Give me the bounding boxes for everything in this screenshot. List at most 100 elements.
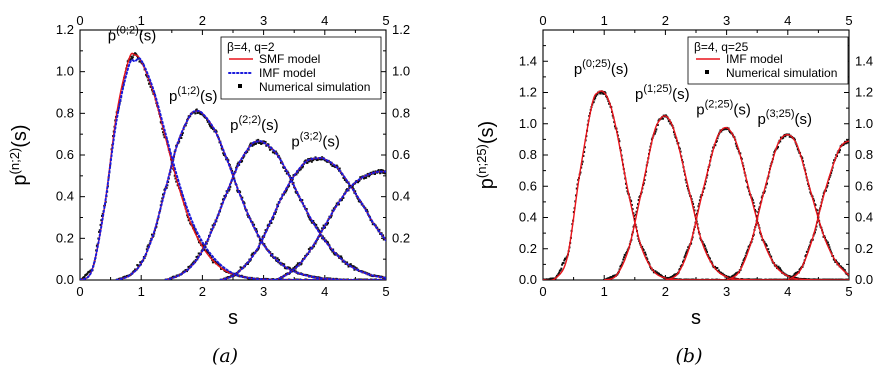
- sim-point: [331, 250, 334, 253]
- sim-point: [281, 263, 284, 266]
- sim-point: [745, 252, 748, 255]
- sim-point: [654, 130, 657, 133]
- sim-point: [742, 259, 745, 262]
- sim-point: [704, 247, 707, 250]
- sim-point: [692, 203, 695, 206]
- sim-point: [305, 208, 308, 211]
- sim-point: [838, 149, 841, 152]
- sim-point: [308, 217, 311, 220]
- sim-point: [357, 181, 360, 184]
- legend-entry-label: IMF model: [726, 52, 783, 66]
- sim-point: [220, 147, 223, 150]
- sim-point: [746, 250, 749, 253]
- sim-point: [734, 142, 737, 145]
- y-tick-label-left: 1.2: [519, 85, 537, 100]
- sim-point: [763, 190, 766, 193]
- panel-label: (b): [676, 345, 703, 367]
- sim-point: [352, 265, 355, 268]
- model-curve-n=2: [665, 126, 849, 280]
- sim-point: [593, 98, 596, 101]
- sim-point: [98, 230, 101, 233]
- y-tick-label-left: 1.0: [519, 116, 537, 131]
- sim-point: [697, 205, 700, 208]
- sim-point: [780, 270, 783, 273]
- sim-point: [788, 135, 791, 138]
- sim-point: [381, 171, 384, 174]
- sim-point: [382, 238, 385, 241]
- sim-point: [330, 214, 333, 217]
- y-tick-label-right: 0.6: [855, 178, 873, 193]
- sim-point: [765, 244, 768, 247]
- sim-point: [296, 171, 299, 174]
- sim-point: [840, 265, 843, 268]
- sim-point: [236, 189, 239, 192]
- sim-point: [355, 267, 358, 270]
- y-tick-label-right: 1.0: [855, 116, 873, 131]
- sim-point: [241, 160, 244, 163]
- panel-label: (a): [212, 345, 238, 367]
- sim-point: [565, 256, 568, 259]
- sim-point: [307, 160, 310, 163]
- imf-curve-n=1: [115, 109, 386, 280]
- sim-point: [289, 267, 292, 270]
- x-tick-label-top: 0: [539, 13, 546, 28]
- sim-point: [824, 189, 827, 192]
- sim-point: [686, 184, 689, 187]
- sim-point: [180, 136, 183, 139]
- sim-point: [801, 157, 804, 160]
- sim-point: [775, 264, 778, 267]
- sim-point: [837, 262, 840, 265]
- sim-point: [779, 140, 782, 143]
- sim-point: [251, 252, 254, 255]
- y-axis-title-group: p(n;25)(s): [474, 121, 498, 189]
- sim-point: [178, 140, 181, 143]
- sim-point: [296, 264, 299, 267]
- sim-point: [363, 176, 366, 179]
- sim-point: [778, 267, 781, 270]
- sim-point: [334, 253, 337, 256]
- legend-swatch-marker: [705, 70, 709, 74]
- sim-point: [255, 228, 258, 231]
- sim-point: [843, 142, 846, 145]
- sim-point: [776, 147, 779, 150]
- y-tick-label-right: 1.2: [392, 22, 410, 37]
- sim-point: [276, 257, 279, 260]
- sim-point: [274, 150, 277, 153]
- sim-point: [743, 256, 746, 259]
- sim-point: [630, 200, 633, 203]
- sim-point: [379, 172, 382, 175]
- sim-point: [316, 227, 319, 230]
- sim-point: [181, 133, 184, 136]
- imf-curve-n=4: [274, 170, 386, 280]
- sim-point: [307, 248, 310, 251]
- sim-point: [684, 254, 687, 257]
- sim-point: [316, 158, 319, 161]
- sim-point: [338, 167, 341, 170]
- sim-point: [257, 138, 260, 141]
- sim-point: [624, 254, 627, 257]
- sim-point: [767, 251, 770, 254]
- x-tick-label: 5: [382, 284, 389, 299]
- sim-point: [641, 245, 644, 248]
- sim-point: [582, 154, 585, 157]
- sim-point: [301, 199, 304, 202]
- sim-point: [99, 223, 102, 226]
- sim-point: [231, 169, 234, 172]
- sim-point: [302, 165, 305, 168]
- sim-point: [121, 85, 124, 88]
- sim-point: [295, 173, 298, 176]
- model-curve-n=1: [603, 115, 849, 280]
- simulation-markers-n=4: [274, 168, 386, 280]
- sim-point: [292, 267, 295, 270]
- sim-point: [842, 268, 845, 271]
- x-tick-label: 4: [784, 284, 791, 299]
- sim-point: [222, 152, 225, 155]
- sim-point: [246, 150, 249, 153]
- sim-point: [314, 242, 317, 245]
- curve-label-1: p(1;25)(s): [635, 83, 690, 103]
- sim-point: [703, 243, 706, 246]
- simulation-markers-n=3: [219, 156, 386, 280]
- sim-point: [326, 223, 329, 226]
- sim-point: [351, 187, 354, 190]
- sim-point: [767, 248, 770, 251]
